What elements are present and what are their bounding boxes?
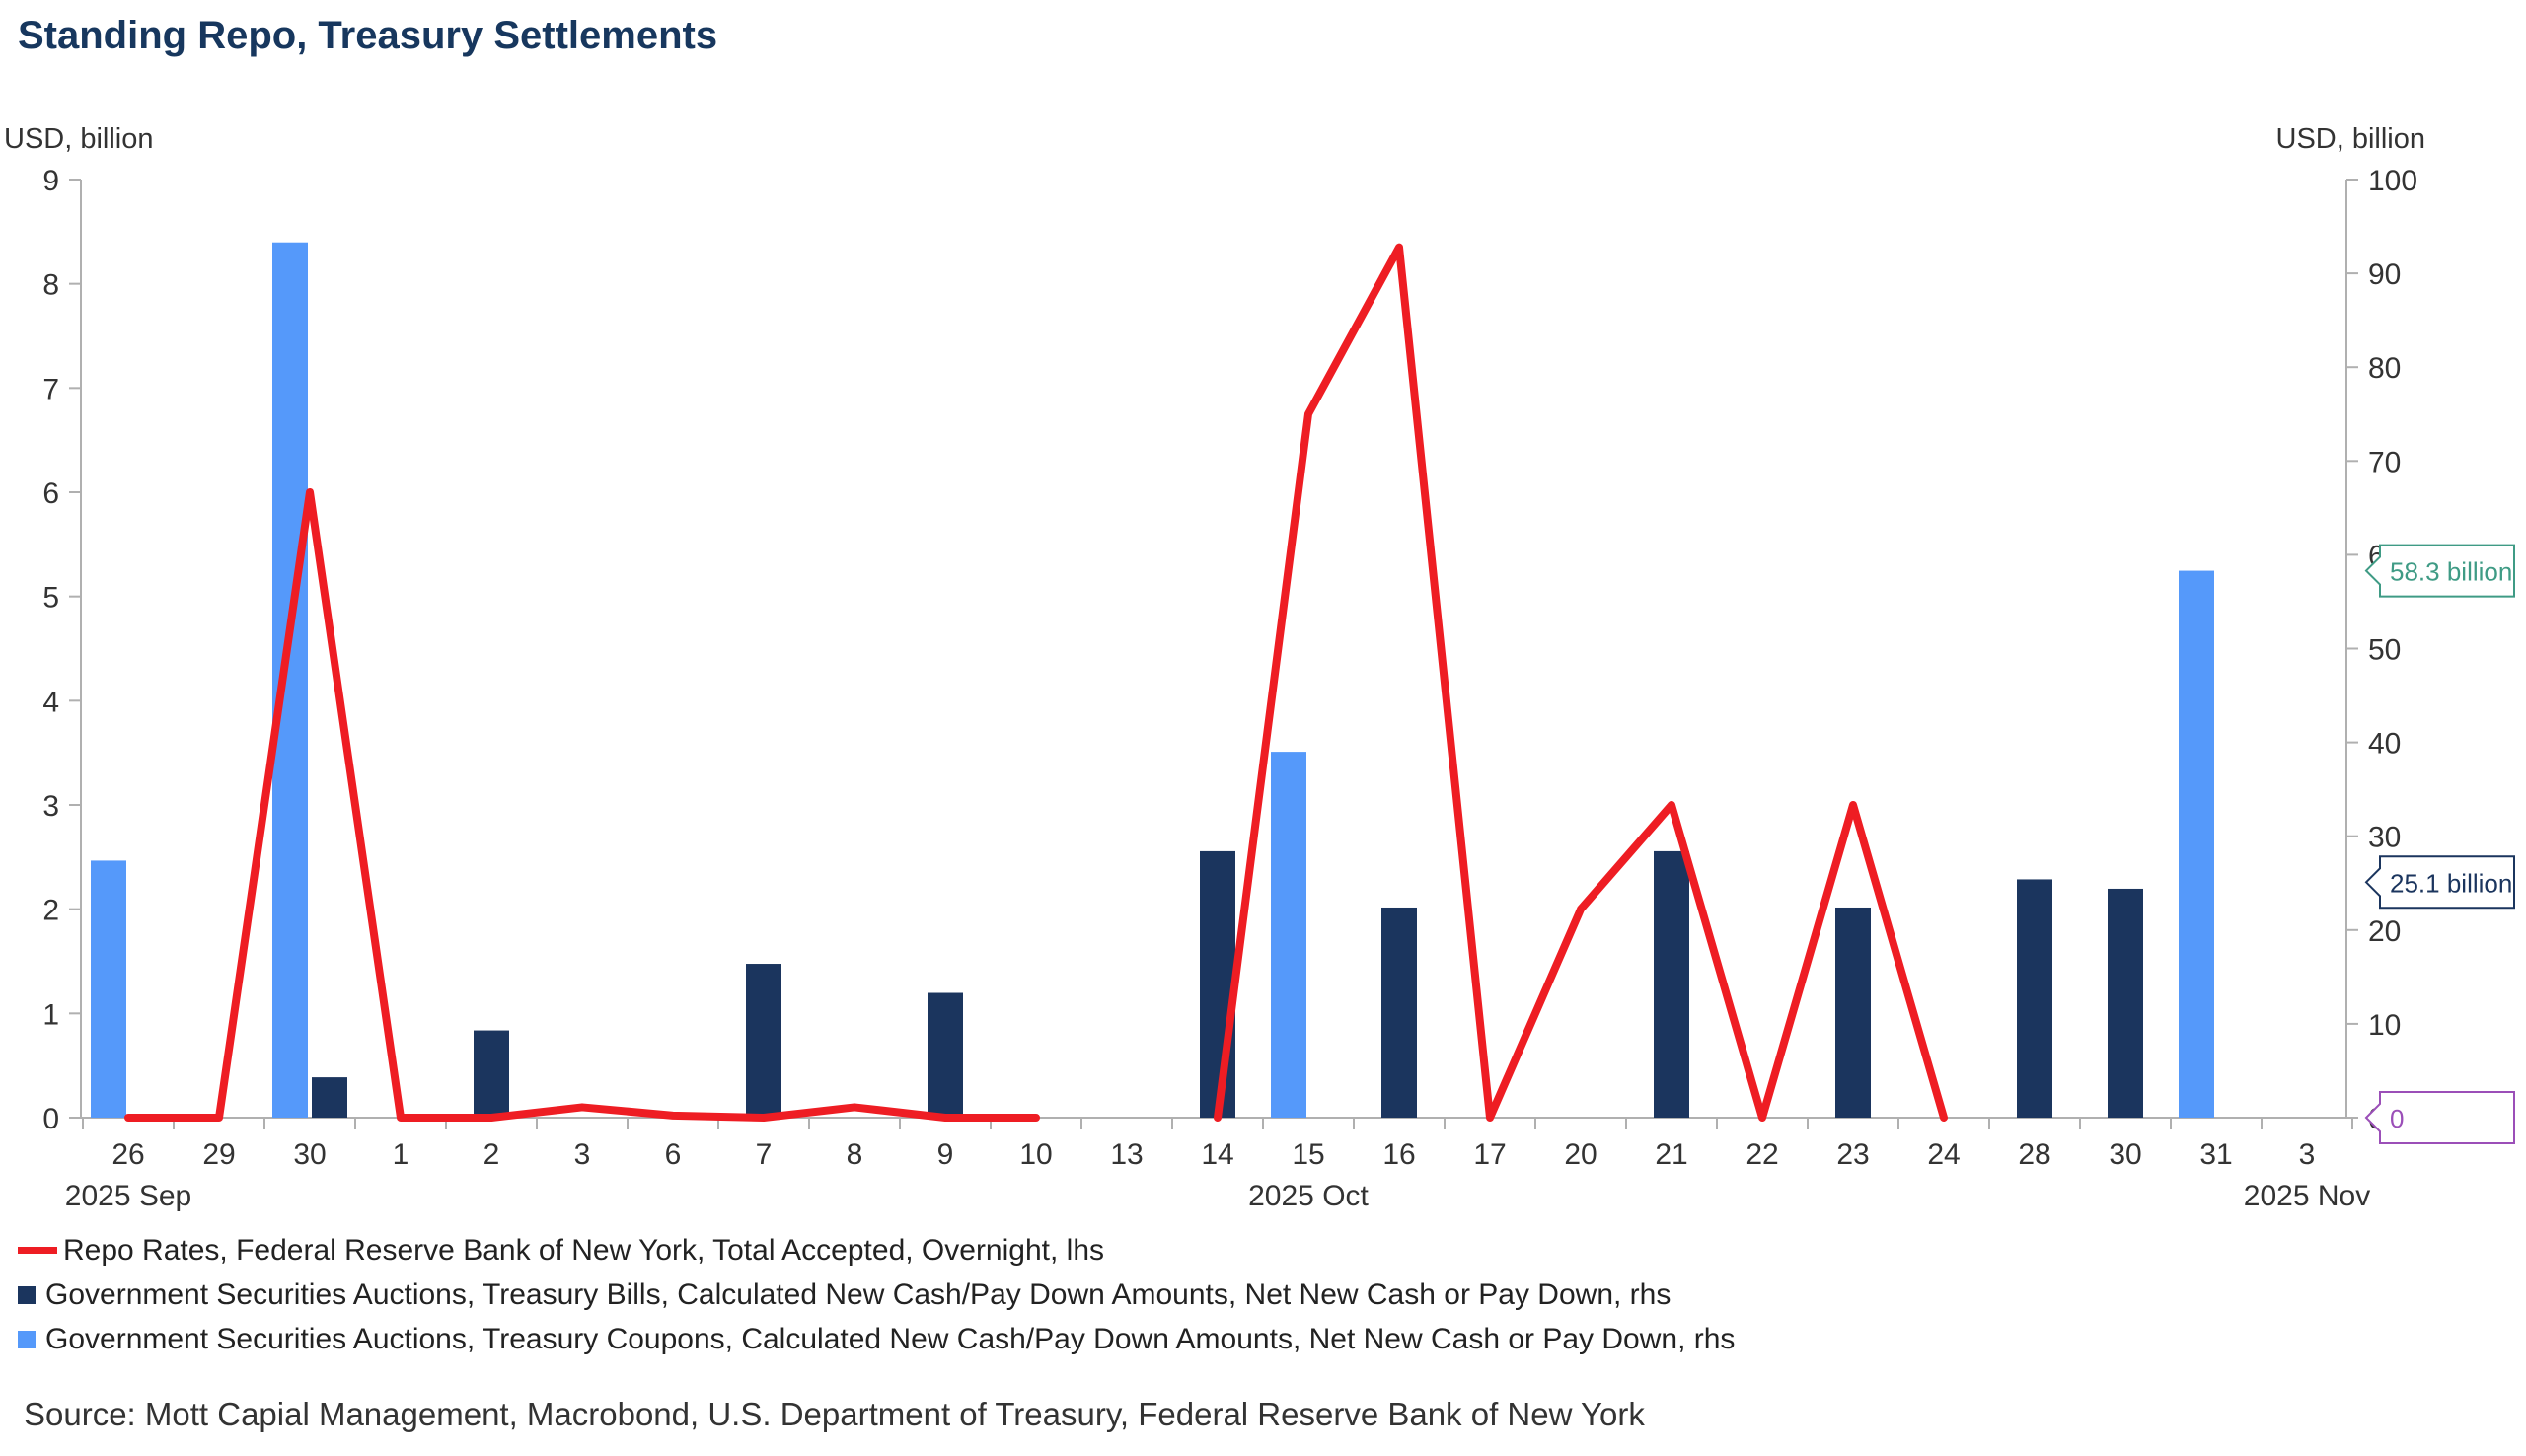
x-tick-label: 3 [574, 1138, 591, 1171]
x-month-label: 2025 Oct [1248, 1180, 1369, 1212]
x-tick-label: 31 [2199, 1138, 2232, 1171]
x-tick-label: 22 [1746, 1138, 1778, 1171]
x-tick-label: 16 [1382, 1138, 1415, 1171]
right-tick-label: 90 [2368, 258, 2401, 291]
x-month-label: 2025 Sep [65, 1180, 191, 1212]
x-tick-label: 24 [1927, 1138, 1960, 1171]
x-tick-label: 29 [202, 1138, 235, 1171]
left-tick-label: 5 [42, 582, 59, 615]
bar-bills [746, 964, 781, 1118]
bar-bills [928, 992, 963, 1118]
bar-bills [1381, 907, 1417, 1118]
left-tick-label: 3 [42, 790, 59, 823]
right-tick-label: 30 [2368, 822, 2401, 854]
legend-swatch-bills [18, 1285, 36, 1304]
x-tick-label: 15 [1292, 1138, 1324, 1171]
legend: Repo Rates, Federal Reserve Bank of New … [18, 1228, 1735, 1361]
legend-swatch-repo [18, 1247, 57, 1254]
bar-bills [1654, 850, 1689, 1118]
legend-item-repo: Repo Rates, Federal Reserve Bank of New … [18, 1228, 1735, 1273]
x-tick-label: 8 [847, 1138, 863, 1171]
repo-line [124, 488, 1040, 1122]
bar-bills [312, 1077, 347, 1118]
annotation-label: 25.1 billion [2390, 868, 2512, 898]
bar-bills [474, 1030, 509, 1118]
right-tick-label: 40 [2368, 728, 2401, 761]
right-tick-label: 100 [2368, 165, 2417, 197]
legend-label-bills: Government Securities Auctions, Treasury… [45, 1277, 1672, 1311]
x-tick-label: 9 [937, 1138, 954, 1171]
bar-coupons [1271, 752, 1306, 1118]
x-tick-label: 21 [1655, 1138, 1687, 1171]
left-tick-label: 4 [42, 686, 59, 718]
x-tick-label: 30 [293, 1138, 326, 1171]
bar-bills [2108, 888, 2143, 1118]
right-axis-title: USD, billion [2276, 123, 2426, 155]
annotation-label: 58.3 billion [2390, 557, 2512, 587]
x-tick-label: 10 [1019, 1138, 1052, 1171]
source-note: Source: Mott Capial Management, Macrobon… [24, 1396, 1645, 1432]
repo-line [1214, 243, 1948, 1122]
x-tick-label: 7 [756, 1138, 773, 1171]
annotation-box [2364, 855, 2515, 910]
x-tick-label: 2 [483, 1138, 500, 1171]
x-tick-label: 13 [1110, 1138, 1143, 1171]
left-tick-label: 8 [42, 269, 59, 302]
x-tick-label: 17 [1473, 1138, 1506, 1171]
x-tick-label: 30 [2109, 1138, 2141, 1171]
x-tick-label: 3 [2299, 1138, 2316, 1171]
legend-label-repo: Repo Rates, Federal Reserve Bank of New … [63, 1233, 1105, 1267]
legend-item-bills: Government Securities Auctions, Treasury… [18, 1273, 1735, 1317]
right-tick-label: 80 [2368, 352, 2401, 385]
bar-bills [1835, 907, 1871, 1118]
annotation-box [2364, 1091, 2515, 1144]
right-tick-label: 10 [2368, 1009, 2401, 1042]
right-tick-label: 50 [2368, 634, 2401, 667]
left-tick-label: 2 [42, 895, 59, 927]
x-tick-label: 20 [1564, 1138, 1597, 1171]
annotation-label: 0 [2390, 1104, 2404, 1133]
legend-swatch-coupons [18, 1330, 36, 1348]
legend-label-coupons: Government Securities Auctions, Treasury… [45, 1322, 1736, 1355]
left-tick-label: 7 [42, 373, 59, 405]
left-tick-label: 6 [42, 477, 59, 510]
bar-bills [1200, 850, 1235, 1118]
bar-coupons [2179, 570, 2214, 1118]
x-tick-label: 1 [393, 1138, 409, 1171]
right-tick-label: 20 [2368, 915, 2401, 948]
left-tick-label: 0 [42, 1103, 59, 1135]
bar-coupons [272, 242, 308, 1119]
chart-title: Standing Repo, Treasury Settlements [18, 14, 718, 57]
x-month-label: 2025 Nov [2244, 1180, 2370, 1212]
legend-item-coupons: Government Securities Auctions, Treasury… [18, 1317, 1735, 1361]
x-tick-label: 14 [1201, 1138, 1233, 1171]
x-tick-label: 28 [2018, 1138, 2050, 1171]
left-axis-title: USD, billion [4, 123, 154, 155]
bar-coupons [91, 860, 126, 1118]
bar-bills [2017, 879, 2052, 1118]
x-tick-label: 26 [111, 1138, 144, 1171]
right-tick-label: 70 [2368, 446, 2401, 478]
annotation-box [2364, 544, 2515, 598]
left-tick-label: 9 [42, 165, 59, 197]
x-tick-label: 23 [1836, 1138, 1869, 1171]
left-tick-label: 1 [42, 998, 59, 1031]
x-tick-label: 6 [665, 1138, 682, 1171]
